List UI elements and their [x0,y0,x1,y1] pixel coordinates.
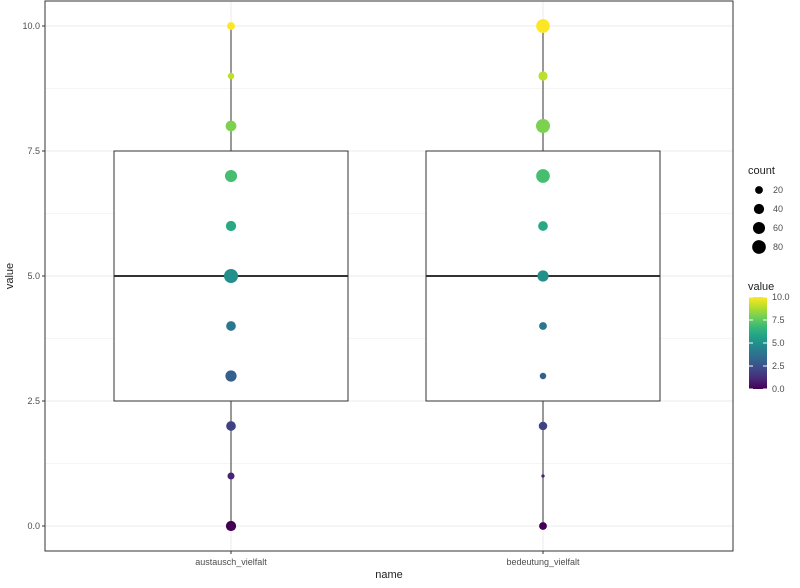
y-tick-label: 5.0 [27,271,40,281]
point-austausch_vielfalt-8 [225,120,237,132]
points [224,19,550,532]
point-bedeutung_vielfalt-1 [541,474,545,478]
point-austausch_vielfalt-3 [225,370,237,382]
y-tick-label: 0.0 [27,521,40,531]
point-bedeutung_vielfalt-6 [538,221,548,231]
size-legend-key [752,240,766,254]
x-axis: austausch_vielfalt bedeutung_vielfalt [195,551,580,567]
x-tick-label: austausch_vielfalt [195,557,267,567]
point-austausch_vielfalt-9 [227,72,235,80]
size-legend: count 20 40 60 80 [748,165,783,254]
x-axis-title: name [375,569,403,581]
point-austausch_vielfalt-10 [227,22,235,30]
size-legend-label: 80 [773,242,783,252]
point-bedeutung_vielfalt-4 [539,322,547,330]
color-legend-title: value [748,281,774,293]
y-axis: 0.0 2.5 5.0 7.5 10.0 [22,21,45,531]
point-bedeutung_vielfalt-10 [536,19,550,33]
point-austausch_vielfalt-5 [224,269,238,283]
colorbar-label: 0.0 [772,384,785,394]
point-bedeutung_vielfalt-0 [539,522,547,530]
point-bedeutung_vielfalt-7 [536,169,550,183]
point-bedeutung_vielfalt-3 [539,372,547,380]
point-austausch_vielfalt-0 [225,520,237,532]
point-bedeutung_vielfalt-2 [538,421,548,431]
size-legend-key [755,186,763,194]
size-legend-title: count [748,165,775,177]
y-tick-label: 2.5 [27,396,40,406]
colorbar-label: 10.0 [772,292,790,302]
point-austausch_vielfalt-7 [224,169,238,183]
colorbar-label: 5.0 [772,338,785,348]
y-axis-title: value [4,263,16,289]
point-bedeutung_vielfalt-5 [537,270,549,282]
point-bedeutung_vielfalt-9 [538,71,548,81]
size-legend-key [753,203,765,215]
colorbar-label: 2.5 [772,361,785,371]
size-legend-label: 40 [773,204,783,214]
point-austausch_vielfalt-1 [227,472,235,480]
size-legend-key [752,221,766,235]
size-legend-label: 20 [773,185,783,195]
point-bedeutung_vielfalt-8 [536,119,550,133]
point-austausch_vielfalt-2 [226,421,236,431]
point-austausch_vielfalt-6 [225,220,237,232]
color-legend: value 0.0 2.5 5.0 7.5 10.0 [748,281,790,394]
colorbar-label: 7.5 [772,315,785,325]
colorbar [749,297,767,389]
size-legend-label: 60 [773,223,783,233]
x-tick-label: bedeutung_vielfalt [506,557,580,567]
y-tick-label: 7.5 [27,146,40,156]
point-austausch_vielfalt-4 [226,321,236,331]
y-tick-label: 10.0 [22,21,40,31]
